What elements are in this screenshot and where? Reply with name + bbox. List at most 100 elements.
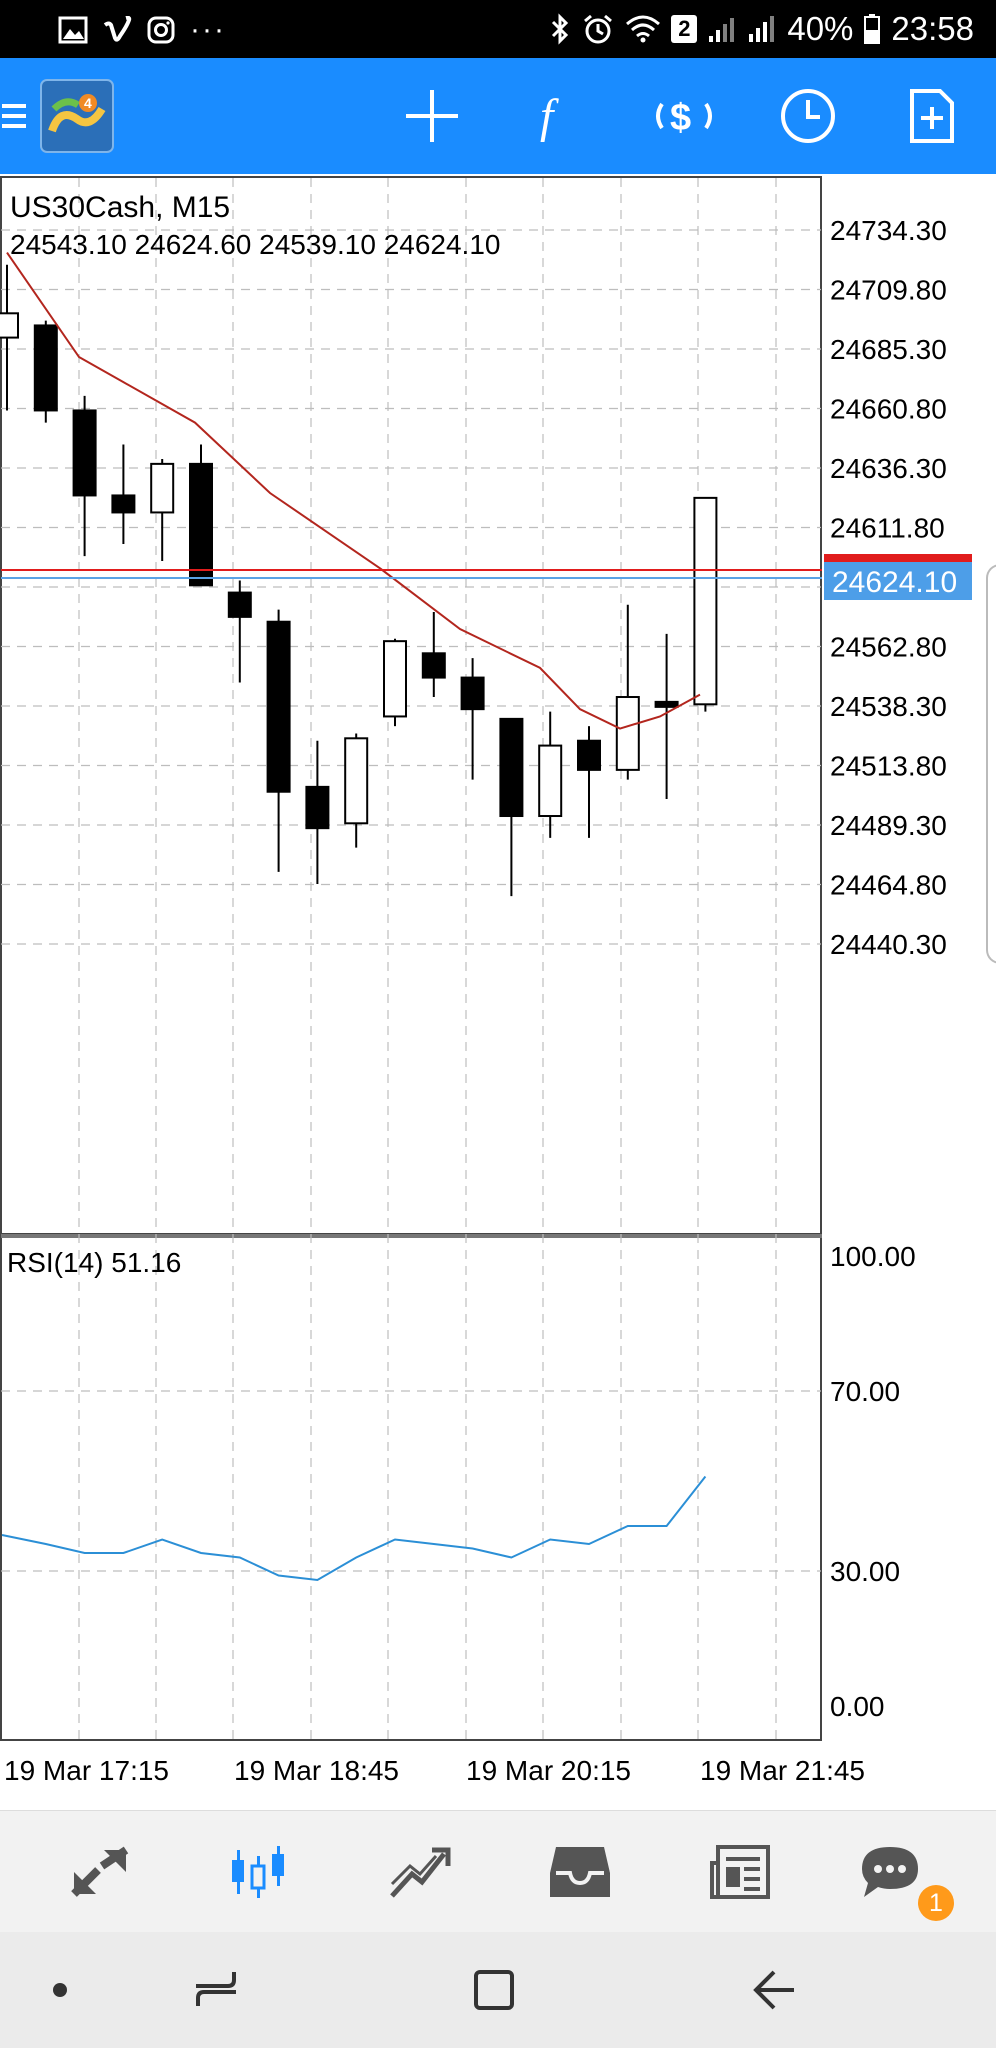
price-tick-label: 24660.80 bbox=[830, 394, 947, 425]
indicators-icon: f bbox=[540, 90, 559, 143]
clock: 23:58 bbox=[891, 10, 974, 47]
alarm-icon bbox=[584, 14, 613, 44]
svg-text:$: $ bbox=[670, 97, 691, 139]
bottom-navigation: 1 bbox=[0, 1810, 996, 1932]
status-bar: ··· 2 40% 23:58 bbox=[0, 0, 996, 58]
chat-badge: 1 bbox=[918, 1885, 954, 1921]
more-notifications-icon: ··· bbox=[190, 13, 226, 46]
nav-quotes[interactable] bbox=[30, 1811, 170, 1933]
chat-icon bbox=[862, 1847, 918, 1897]
candle-body bbox=[189, 462, 213, 587]
new-order-button[interactable] bbox=[888, 58, 976, 174]
bid-price-label: 24624.10 bbox=[832, 566, 957, 599]
rsi-chart-frame bbox=[0, 1235, 822, 1741]
rsi-title: RSI(14) 51.16 bbox=[7, 1247, 181, 1278]
price-tick-label: 24611.80 bbox=[830, 513, 945, 544]
nav-charts[interactable] bbox=[190, 1811, 330, 1933]
candle-body bbox=[344, 737, 369, 825]
time-tick-label: 19 Mar 17:15 bbox=[4, 1755, 169, 1786]
candle-body bbox=[0, 312, 19, 339]
candle-body bbox=[111, 494, 136, 514]
crosshair-button[interactable] bbox=[388, 58, 476, 174]
candle-body bbox=[615, 696, 640, 771]
gallery-icon bbox=[58, 16, 88, 44]
candle-body bbox=[305, 785, 330, 830]
rsi-tick-label: 30.00 bbox=[830, 1556, 900, 1587]
chart-area[interactable]: 24734.30 24709.80 24685.30 24660.80 24636.30… bbox=[0, 174, 996, 1810]
menu-button[interactable] bbox=[0, 58, 30, 174]
ohlc-values: 24543.10 24624.60 24539.10 24624.10 bbox=[10, 229, 500, 260]
candle-body bbox=[538, 744, 563, 818]
wifi-icon bbox=[626, 15, 661, 43]
candles bbox=[0, 264, 718, 897]
app-logo-button[interactable]: 4 bbox=[38, 58, 116, 174]
timeframe-button[interactable] bbox=[764, 58, 852, 174]
bluetooth-icon bbox=[552, 13, 569, 45]
clock-icon bbox=[781, 89, 835, 143]
trade-button[interactable]: $ bbox=[636, 58, 732, 174]
price-tick-label: 24562.80 bbox=[830, 632, 947, 663]
time-tick-label: 19 Mar 18:45 bbox=[234, 1755, 399, 1786]
menu-icon bbox=[2, 104, 26, 128]
metatrader-logo-icon: 4 bbox=[40, 79, 114, 153]
signal-icon-1 bbox=[709, 18, 735, 42]
indicators-button[interactable]: f bbox=[512, 58, 600, 174]
price-axis: 24734.30 24709.80 24685.30 24660.80 24636.30… bbox=[830, 215, 947, 960]
price-tick-label: 24636.30 bbox=[830, 453, 947, 484]
price-tick-label: 24709.80 bbox=[830, 275, 947, 306]
candle-body bbox=[72, 409, 97, 497]
time-axis: 19 Mar 17:15 19 Mar 18:45 19 Mar 20:15 19 M… bbox=[4, 1755, 865, 1786]
price-tick-label: 24464.80 bbox=[830, 870, 947, 901]
nav-history[interactable] bbox=[510, 1811, 650, 1933]
top-toolbar: 4 f $ bbox=[0, 58, 996, 174]
quotes-icon bbox=[71, 1846, 129, 1897]
price-chart[interactable]: 24734.30 24709.80 24685.30 24660.80 24636.30… bbox=[0, 174, 996, 1810]
rsi-line bbox=[1, 1475, 707, 1582]
nav-news[interactable] bbox=[670, 1811, 810, 1933]
signal-icon-2 bbox=[749, 16, 775, 42]
price-tick-label: 24538.30 bbox=[830, 691, 947, 722]
status-left: ··· bbox=[58, 10, 226, 50]
rsi-tick-label: 0.00 bbox=[830, 1691, 885, 1722]
time-tick-label: 19 Mar 20:15 bbox=[466, 1755, 631, 1786]
grid bbox=[1, 178, 821, 1740]
news-icon bbox=[710, 1845, 770, 1899]
side-panel-handle[interactable] bbox=[986, 564, 996, 964]
rsi-tick-label: 100.00 bbox=[830, 1241, 916, 1272]
sys-dot-button[interactable] bbox=[0, 1932, 120, 2048]
inbox-icon bbox=[550, 1847, 610, 1897]
candle-body bbox=[460, 676, 485, 711]
crosshair-icon bbox=[406, 90, 458, 142]
symbol-title: US30Cash, M15 bbox=[10, 191, 230, 224]
candle-body bbox=[227, 591, 252, 618]
rsi-axis: 100.00 70.00 30.00 0.00 bbox=[830, 1241, 916, 1722]
svg-text:f: f bbox=[540, 90, 559, 143]
nav-chat[interactable]: 1 bbox=[820, 1811, 960, 1933]
sys-home-button[interactable] bbox=[434, 1932, 554, 2048]
price-tick-label: 24489.30 bbox=[830, 810, 947, 841]
candle-body bbox=[383, 640, 407, 718]
vimeo-icon bbox=[103, 16, 132, 42]
battery-icon bbox=[864, 14, 881, 44]
candle-body bbox=[150, 462, 175, 514]
svg-text:4: 4 bbox=[84, 95, 92, 111]
nav-trade[interactable] bbox=[350, 1811, 490, 1933]
sys-back-button[interactable] bbox=[714, 1932, 834, 2048]
battery-percent: 40% bbox=[787, 10, 854, 47]
new-document-icon bbox=[910, 89, 954, 143]
sim-badge: 2 bbox=[671, 15, 698, 43]
candle-body bbox=[33, 324, 58, 412]
price-tick-label: 24734.30 bbox=[830, 215, 947, 246]
price-tick-label: 24440.30 bbox=[830, 929, 947, 960]
candle-body bbox=[266, 620, 291, 793]
price-tick-label: 24685.30 bbox=[830, 334, 947, 365]
sys-recents-button[interactable] bbox=[156, 1932, 276, 2048]
candle-body bbox=[654, 700, 679, 708]
bid-price-label-bg bbox=[824, 562, 972, 600]
trade-trend-icon bbox=[390, 1847, 451, 1898]
system-navigation-bar bbox=[0, 1932, 996, 2048]
candle-body bbox=[577, 739, 601, 771]
candle-body bbox=[421, 652, 446, 679]
candle-body bbox=[693, 496, 718, 706]
moving-average-line bbox=[6, 252, 701, 730]
